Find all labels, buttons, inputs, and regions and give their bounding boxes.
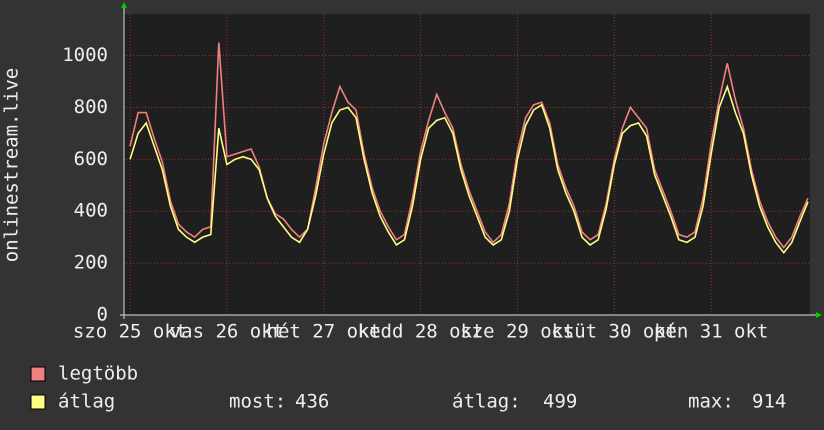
y-tick-label: 800 bbox=[74, 96, 108, 118]
stat-label: max: bbox=[688, 391, 734, 413]
y-tick-label: 200 bbox=[74, 252, 108, 274]
legend-swatch bbox=[30, 394, 46, 410]
stat-label: átlag: bbox=[452, 391, 521, 413]
x-tick-label: sze 29 okt bbox=[460, 321, 574, 343]
series-line bbox=[129, 84, 809, 255]
x-tick-label: hét 27 okt bbox=[267, 321, 381, 343]
y-tick-label: 400 bbox=[74, 200, 108, 222]
x-tick-label: vas 26 okt bbox=[170, 321, 284, 343]
legend-swatch bbox=[30, 366, 46, 382]
series-line bbox=[129, 42, 809, 249]
plot-area bbox=[124, 14, 810, 315]
stat-label: most: bbox=[229, 391, 286, 413]
y-tick-label: 0 bbox=[97, 304, 108, 326]
x-tick-label: csüt 30 okt bbox=[551, 321, 677, 343]
legend-label: átlag bbox=[58, 391, 115, 413]
stat-value: 914 bbox=[752, 391, 786, 413]
x-tick-label: kedd 28 okt bbox=[358, 321, 484, 343]
axis-arrow bbox=[121, 2, 127, 8]
y-tick-label: 1000 bbox=[62, 44, 108, 66]
stat-value: 499 bbox=[543, 391, 577, 413]
x-tick-label: szo 25 okt bbox=[73, 321, 187, 343]
y-axis-label: onlinestream.live bbox=[1, 68, 23, 262]
axis-arrow bbox=[816, 312, 822, 318]
stat-value: 436 bbox=[295, 391, 329, 413]
x-tick-label: pén 31 okt bbox=[654, 321, 768, 343]
legend-label: legtöbb bbox=[58, 363, 138, 385]
y-tick-label: 600 bbox=[74, 148, 108, 170]
